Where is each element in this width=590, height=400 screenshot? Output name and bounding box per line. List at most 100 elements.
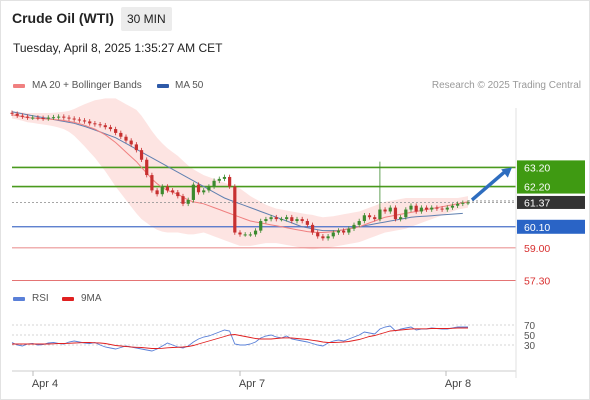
candle-body — [72, 118, 76, 120]
ma20-legend-swatch — [13, 84, 25, 88]
candle-body — [274, 217, 278, 220]
candle-body — [269, 217, 273, 220]
candle-body — [145, 159, 149, 176]
candle-body — [456, 203, 460, 206]
candle-body — [414, 205, 418, 212]
candle-body — [445, 207, 449, 210]
timeframe-button[interactable]: 30 MIN — [121, 7, 172, 31]
candle-body — [435, 207, 439, 209]
candle-body — [196, 184, 201, 193]
candle-body — [419, 207, 423, 212]
candle-body — [51, 117, 56, 119]
ma50-legend-swatch — [157, 84, 169, 88]
candle-body — [207, 186, 211, 191]
candle-body — [295, 219, 299, 222]
candle-body — [191, 184, 195, 200]
x-label-Apr-8: Apr 8 — [445, 378, 471, 390]
candle-body — [367, 215, 372, 218]
x-label-Apr-4: Apr 4 — [32, 378, 58, 390]
ma50-legend-label: MA 50 — [175, 80, 204, 91]
candle-body — [171, 190, 175, 193]
candle-body — [93, 123, 97, 125]
target-zone-label-box — [517, 160, 585, 194]
rsi-ma-legend-label: 9MA — [81, 293, 102, 304]
candle-body — [336, 230, 341, 233]
candle-body — [362, 215, 366, 222]
pivot-label-box — [517, 219, 585, 234]
candle-body — [176, 192, 180, 197]
candle-body — [253, 230, 258, 235]
candle-body — [393, 207, 398, 220]
rsi-ma-legend-swatch — [62, 297, 74, 301]
candle-body — [41, 117, 45, 119]
candle-body — [290, 217, 294, 222]
level-label-59.00: 59.00 — [524, 243, 550, 255]
candle-body — [129, 140, 133, 145]
ma50-line — [11, 111, 463, 232]
candle-body — [62, 116, 66, 118]
candle-body — [404, 209, 408, 218]
rsi-line — [11, 325, 468, 352]
candle-body — [202, 190, 206, 193]
candle-body — [440, 208, 444, 210]
projection-arrow-shaft — [470, 171, 506, 202]
candle-body — [321, 236, 325, 239]
candle-body — [466, 202, 470, 204]
candle-body — [20, 115, 24, 117]
candle-body — [383, 209, 387, 212]
candle-body — [98, 124, 102, 126]
candle-body — [186, 199, 190, 204]
candle-body — [300, 219, 304, 222]
report-datetime: Tuesday, April 8, 2025 1:35:27 AM CET — [13, 41, 223, 55]
candle-body — [160, 186, 164, 195]
candle-body — [36, 117, 40, 119]
candle-body — [285, 217, 289, 220]
candle-body — [57, 116, 61, 118]
candle-body — [228, 176, 232, 187]
candle-body — [248, 234, 252, 236]
candle-body — [46, 117, 50, 119]
candle-body — [399, 217, 403, 220]
candle-body — [424, 207, 429, 210]
candle-body — [82, 120, 87, 122]
candle-body — [430, 207, 434, 210]
x-label-Apr-7: Apr 7 — [239, 378, 265, 390]
candle-body — [124, 136, 128, 141]
candle-body — [181, 196, 185, 204]
ma20-line — [11, 114, 469, 233]
candle-body — [342, 230, 346, 233]
level-label-63.20: 63.20 — [524, 162, 550, 174]
level-label-57.30: 57.30 — [524, 275, 550, 287]
candle-body — [108, 127, 113, 130]
rsi-ma-line — [12, 327, 468, 349]
ma20-legend-label: MA 20 + Bollinger Bands — [32, 80, 142, 91]
candle-body — [461, 202, 465, 204]
candle-body — [279, 219, 284, 221]
candle-body — [114, 129, 118, 133]
candle-body — [373, 217, 377, 220]
rsi-legend-swatch — [13, 297, 25, 301]
candle-body — [264, 219, 268, 222]
candle-body — [25, 116, 30, 118]
candle-body — [222, 176, 227, 179]
candle-body — [103, 125, 107, 128]
candle-body — [10, 112, 14, 114]
candles — [10, 110, 470, 241]
candle-body — [139, 150, 144, 160]
candle-body — [326, 236, 330, 239]
research-credit: Research © 2025 Trading Central — [431, 80, 581, 91]
candle-body — [165, 186, 170, 191]
rsi-tick-30: 30 — [524, 341, 536, 352]
projection-arrow-head — [501, 167, 512, 178]
candle-body — [233, 186, 237, 233]
candle-body — [15, 113, 19, 116]
instrument-title: Crude Oil (WTI) — [12, 10, 114, 26]
candle-body — [388, 207, 392, 212]
candle-body — [31, 117, 35, 119]
candle-body — [347, 228, 351, 233]
candle-body — [352, 224, 356, 229]
candle-body — [259, 221, 263, 231]
level-label-62.20: 62.20 — [524, 182, 550, 194]
candle-body — [212, 180, 216, 187]
